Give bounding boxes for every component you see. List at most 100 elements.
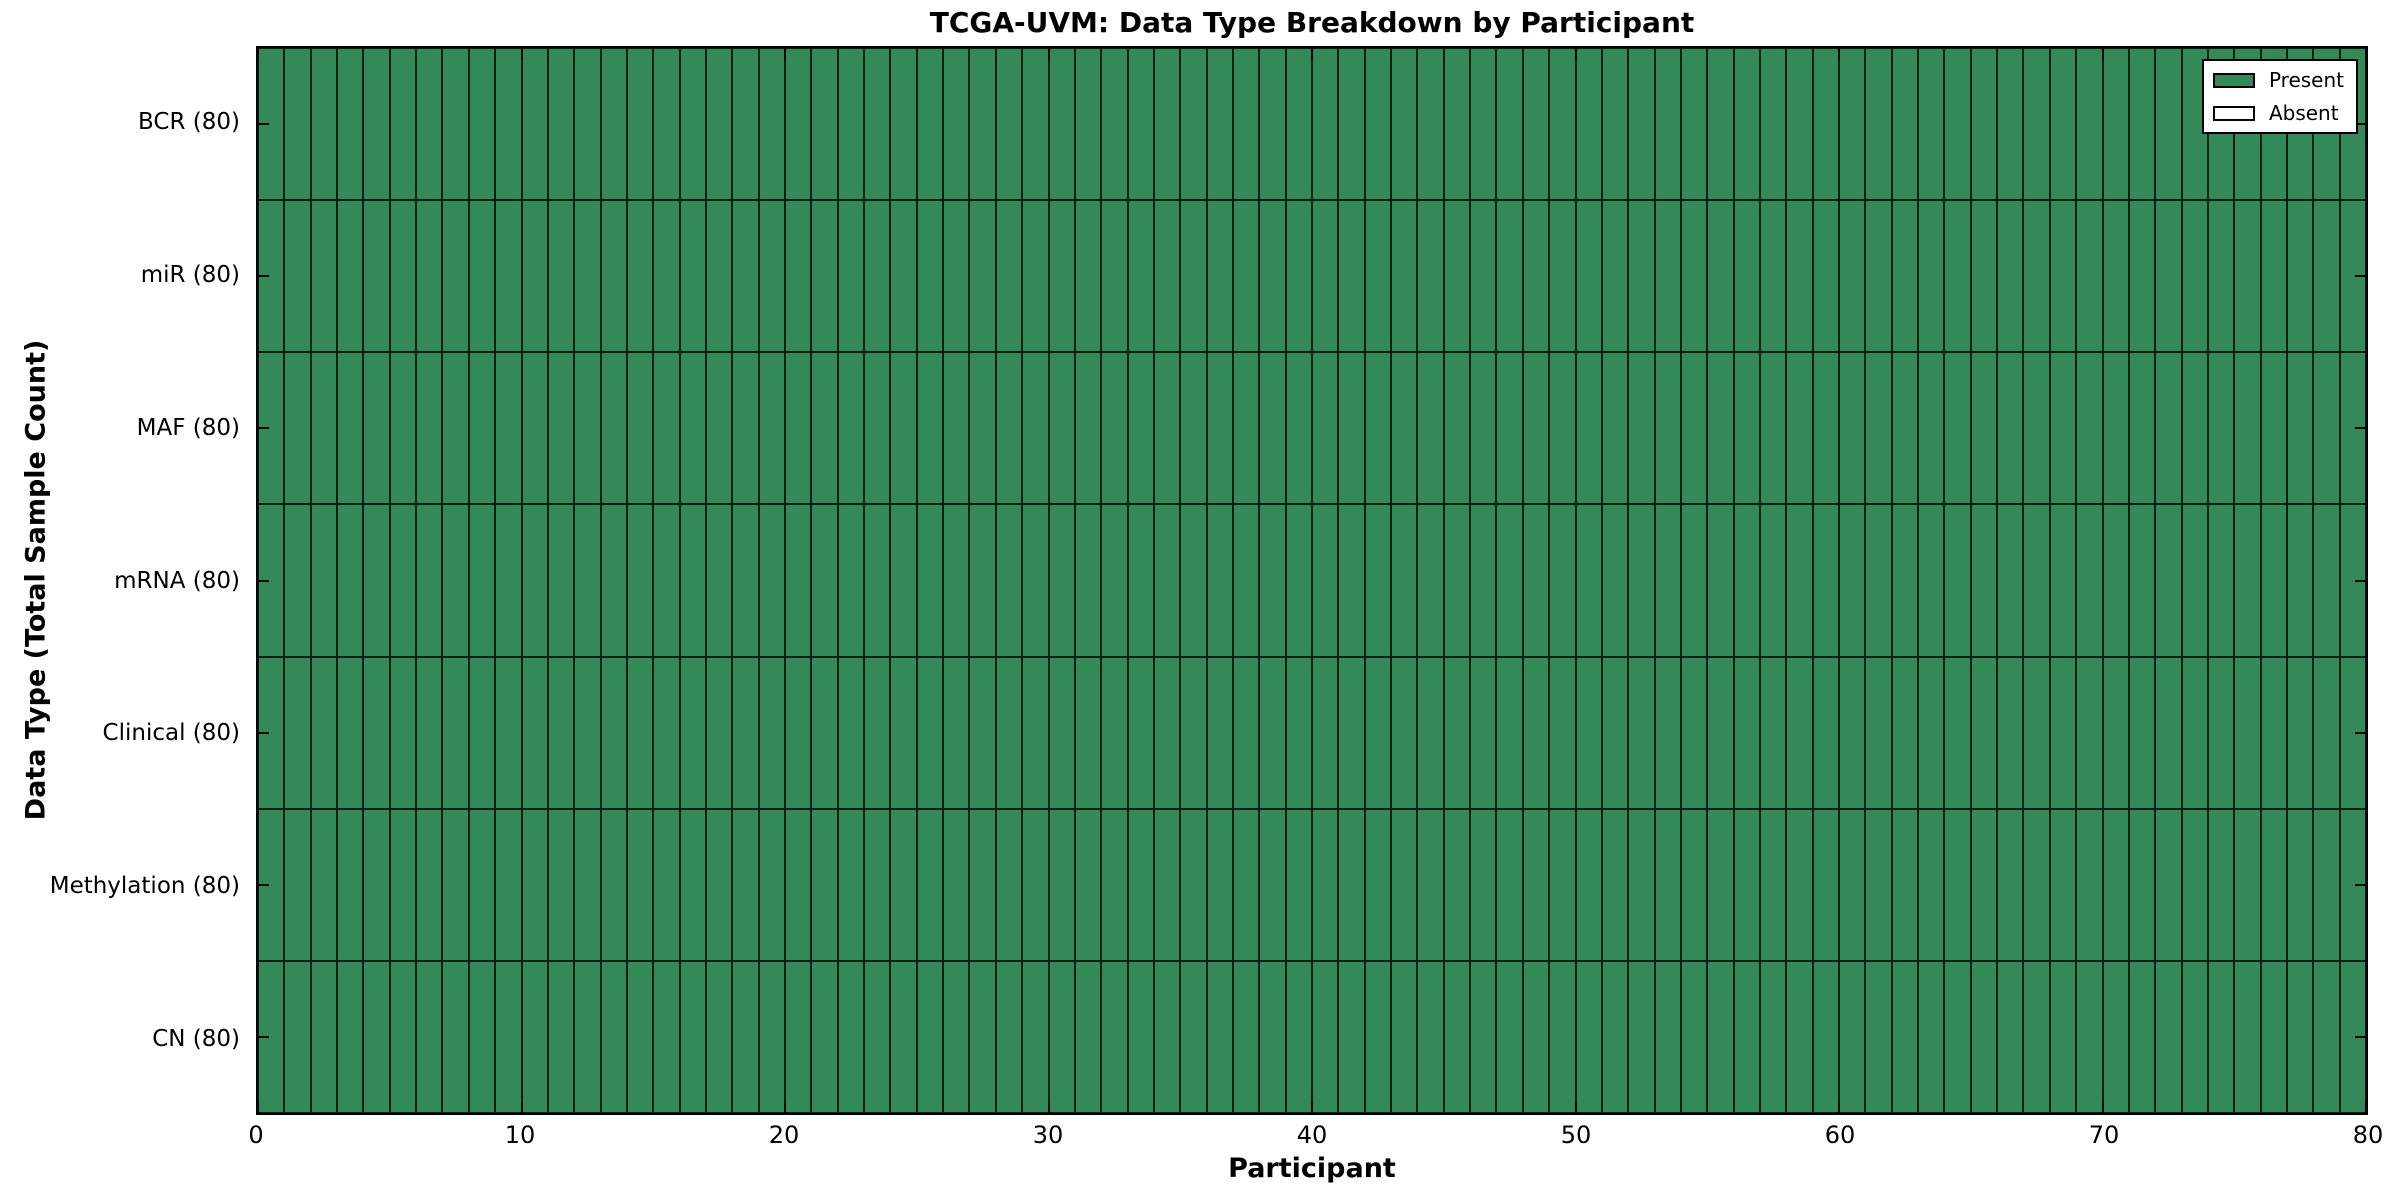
heatmap-cell bbox=[679, 960, 706, 1113]
heatmap-cell bbox=[600, 808, 627, 961]
heatmap-cell bbox=[837, 808, 865, 961]
heatmap-cell bbox=[943, 504, 970, 657]
heatmap-cell bbox=[626, 48, 654, 201]
heatmap-cell bbox=[310, 656, 338, 809]
heatmap-cell bbox=[547, 656, 575, 809]
heatmap-cell bbox=[890, 352, 917, 505]
heatmap-cell bbox=[1101, 504, 1128, 657]
heatmap-cell bbox=[1759, 504, 1787, 657]
heatmap-cell bbox=[1522, 504, 1550, 657]
heatmap-cell bbox=[2207, 808, 2235, 961]
heatmap-cell bbox=[2102, 960, 2129, 1113]
heatmap-cell bbox=[811, 960, 838, 1113]
x-tick-label: 60 bbox=[1824, 1121, 1856, 1149]
heatmap-cell bbox=[1443, 352, 1471, 505]
heatmap-cell bbox=[600, 960, 627, 1113]
axis-tick-mark bbox=[1574, 1102, 1577, 1113]
heatmap-cell bbox=[1153, 504, 1181, 657]
heatmap-cell bbox=[1628, 352, 1655, 505]
heatmap-cell bbox=[1101, 48, 1128, 201]
heatmap-cell bbox=[969, 808, 996, 961]
heatmap-cell bbox=[758, 200, 785, 353]
heatmap-cell bbox=[1891, 808, 1919, 961]
heatmap-cell bbox=[995, 352, 1023, 505]
heatmap-cell bbox=[2313, 352, 2340, 505]
heatmap-cell bbox=[1391, 960, 1418, 1113]
heatmap-cell bbox=[600, 352, 627, 505]
heatmap-cell bbox=[679, 200, 706, 353]
heatmap-cell bbox=[1048, 960, 1075, 1113]
heatmap-cell bbox=[1338, 504, 1365, 657]
heatmap-cell bbox=[1628, 960, 1655, 1113]
heatmap-cell bbox=[1628, 656, 1655, 809]
heatmap-cell bbox=[653, 352, 680, 505]
heatmap-cell bbox=[389, 200, 417, 353]
heatmap-cell bbox=[1944, 200, 1971, 353]
heatmap-cell bbox=[547, 200, 575, 353]
heatmap-cell bbox=[1918, 352, 1945, 505]
heatmap-cell bbox=[1022, 960, 1049, 1113]
heatmap-cell bbox=[284, 808, 311, 961]
heatmap-cell bbox=[1153, 48, 1181, 201]
heatmap-cell bbox=[2286, 656, 2314, 809]
heatmap-cell bbox=[1786, 960, 1813, 1113]
heatmap-cell bbox=[732, 504, 759, 657]
heatmap-cell bbox=[2049, 656, 2077, 809]
legend-label: Absent bbox=[2268, 101, 2339, 125]
heatmap-cell bbox=[284, 960, 311, 1113]
heatmap-cell bbox=[1259, 656, 1286, 809]
heatmap-cell bbox=[495, 200, 522, 353]
heatmap-cell bbox=[1312, 352, 1339, 505]
heatmap-cell bbox=[2128, 960, 2156, 1113]
heatmap-cell bbox=[2076, 656, 2103, 809]
heatmap-cell bbox=[1759, 352, 1787, 505]
heatmap-cell bbox=[574, 960, 601, 1113]
legend-entry-absent: Absent bbox=[2212, 101, 2344, 125]
heatmap-cell bbox=[468, 504, 496, 657]
heatmap-cell bbox=[679, 504, 706, 657]
heatmap-cell bbox=[1417, 352, 1444, 505]
heatmap-cell bbox=[1997, 352, 2024, 505]
heatmap-cell bbox=[1259, 48, 1286, 201]
heatmap-cell bbox=[1997, 200, 2024, 353]
y-tick-label: miR (80) bbox=[140, 262, 240, 289]
axis-tick-mark bbox=[784, 1102, 786, 1113]
heatmap-cell bbox=[1944, 656, 1971, 809]
y-tick-label: MAF (80) bbox=[136, 414, 240, 441]
heatmap-cell bbox=[732, 200, 759, 353]
heatmap-cell bbox=[284, 48, 311, 201]
heatmap-cell bbox=[705, 48, 733, 201]
heatmap-cell bbox=[495, 352, 522, 505]
heatmap-cell bbox=[547, 352, 575, 505]
heatmap-cell bbox=[1786, 504, 1813, 657]
heatmap-cell bbox=[310, 504, 338, 657]
heatmap-cell bbox=[1101, 960, 1128, 1113]
heatmap-cell bbox=[2128, 352, 2156, 505]
heatmap-cell bbox=[1074, 656, 1102, 809]
heatmap-cell bbox=[969, 200, 996, 353]
y-tick-labels: BCR (80) miR (80) MAF (80) mRNA (80) Clinica… bbox=[0, 46, 248, 1115]
axis-tick-mark bbox=[258, 883, 269, 886]
heatmap-cell bbox=[1786, 352, 1813, 505]
heatmap-cell bbox=[1417, 200, 1444, 353]
heatmap-cell bbox=[1549, 656, 1576, 809]
heatmap-cell bbox=[1786, 656, 1813, 809]
heatmap-cell bbox=[864, 200, 891, 353]
heatmap-cell bbox=[495, 656, 522, 809]
axis-tick-mark bbox=[2355, 731, 2366, 734]
heatmap-cell bbox=[389, 504, 417, 657]
heatmap-cell bbox=[1496, 808, 1523, 961]
heatmap-cell bbox=[1364, 504, 1392, 657]
heatmap-cell bbox=[1417, 48, 1444, 201]
heatmap-cell bbox=[732, 960, 759, 1113]
heatmap-cell bbox=[679, 656, 706, 809]
heatmap-cell bbox=[2313, 656, 2340, 809]
heatmap-cell bbox=[705, 808, 733, 961]
heatmap-cell bbox=[1549, 48, 1576, 201]
heatmap-cell bbox=[310, 352, 338, 505]
heatmap-cell bbox=[1048, 504, 1075, 657]
heatmap-cell bbox=[442, 352, 469, 505]
heatmap-cell bbox=[1338, 200, 1365, 353]
heatmap-cell bbox=[1891, 48, 1919, 201]
